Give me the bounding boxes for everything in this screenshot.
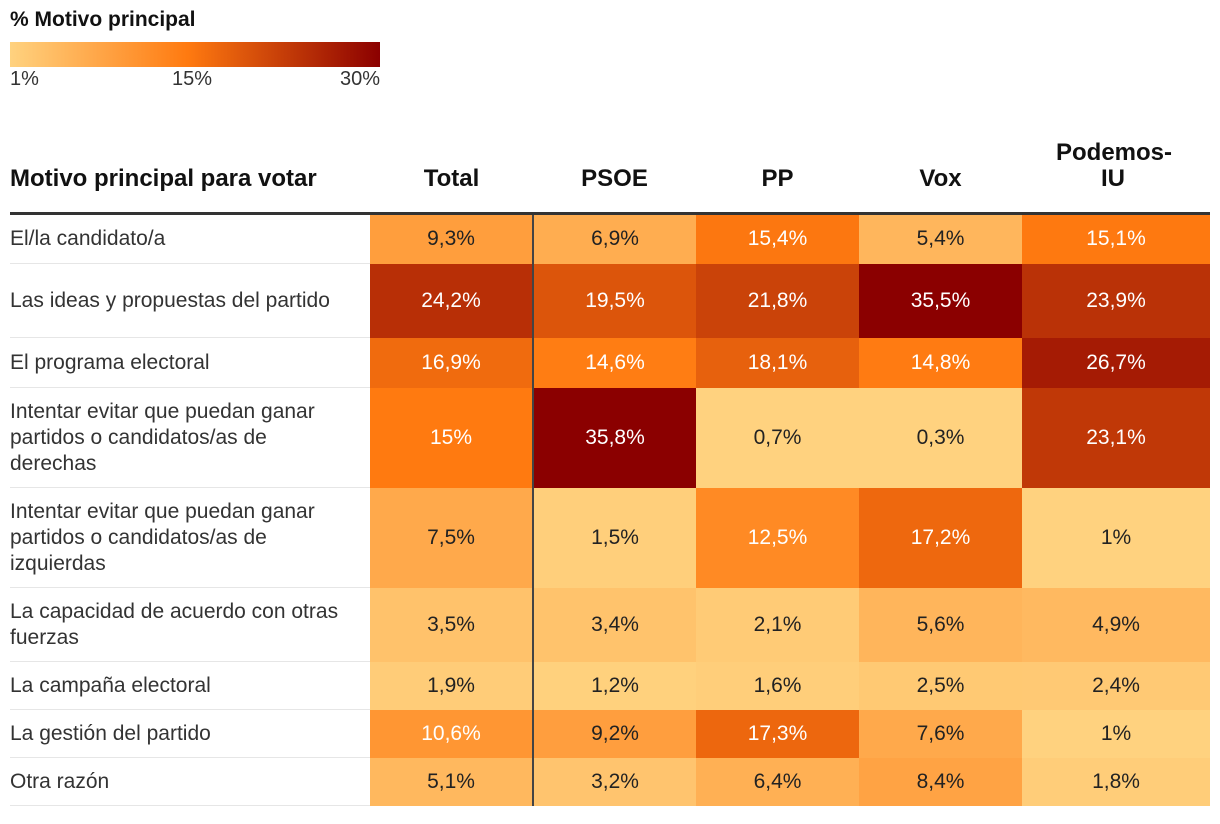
heatmap-cell: 5,4% <box>859 213 1022 264</box>
heatmap-cell: 18,1% <box>696 337 859 388</box>
heatmap-cell: 8,4% <box>859 757 1022 806</box>
heatmap-cell: 3,2% <box>533 757 696 806</box>
legend-title: % Motivo principal <box>10 8 196 31</box>
heatmap-body: El/la candidato/a 9,3% 6,9% 15,4% 5,4% 15,1% L… <box>10 213 1210 806</box>
heatmap-cell: 1,9% <box>370 661 534 710</box>
heatmap-cell: 2,1% <box>696 587 859 662</box>
row-label: Intentar evitar que puedan ganar partido… <box>10 387 370 488</box>
row-label: La campaña electoral <box>10 661 370 710</box>
heatmap-cell: 4,9% <box>1022 587 1210 662</box>
heatmap-cell: 1,6% <box>696 661 859 710</box>
heatmap-cell: 21,8% <box>696 263 859 338</box>
row-label: Intentar evitar que puedan ganar partido… <box>10 487 370 588</box>
heatmap-cell: 17,2% <box>859 487 1022 588</box>
heatmap-cell: 5,1% <box>370 757 534 806</box>
table-row: Otra razón 5,1% 3,2% 6,4% 8,4% 1,8% <box>10 757 1210 806</box>
column-header-pp: PP <box>761 165 794 192</box>
heatmap-cell: 23,9% <box>1022 263 1210 338</box>
heatmap-cell: 19,5% <box>533 263 696 338</box>
column-header-total: Total <box>423 165 480 192</box>
heatmap-cell: 24,2% <box>370 263 534 338</box>
heatmap-cell: 2,4% <box>1022 661 1210 710</box>
row-label: El/la candidato/a <box>10 213 370 264</box>
column-header-psoe: PSOE <box>581 165 648 192</box>
legend-tick-min: 1% <box>10 68 39 90</box>
heatmap-cell: 0,7% <box>696 387 859 488</box>
heatmap-cell: 14,8% <box>859 337 1022 388</box>
table-row: La campaña electoral 1,9% 1,2% 1,6% 2,5% 2,4% <box>10 661 1210 710</box>
heatmap-cell: 1,8% <box>1022 757 1210 806</box>
table-row: La capacidad de acuerdo con otras fuerza… <box>10 587 1210 662</box>
heatmap-cell: 7,5% <box>370 487 534 588</box>
row-header-title: Motivo principal para votar <box>10 165 317 192</box>
heatmap-cell: 3,5% <box>370 587 534 662</box>
heatmap-table: Motivo principal para votar Total PSOE P… <box>10 140 1210 806</box>
table-row: El/la candidato/a 9,3% 6,9% 15,4% 5,4% 15,1% <box>10 213 1210 264</box>
heatmap-cell: 2,5% <box>859 661 1022 710</box>
legend-ticks: 1% 15% 30% <box>10 67 382 91</box>
heatmap-cell: 6,9% <box>533 213 696 264</box>
table-row: El programa electoral 16,9% 14,6% 18,1% 14,8… <box>10 337 1210 388</box>
heatmap-cell: 9,2% <box>533 709 696 758</box>
row-label: La capacidad de acuerdo con otras fuerza… <box>10 587 370 662</box>
table-row: Intentar evitar que puedan ganar partido… <box>10 487 1210 588</box>
heatmap-cell: 35,8% <box>533 387 696 488</box>
color-legend: % Motivo principal 1% 15% 30% <box>10 6 382 91</box>
column-header-podemos-iu: Podemos-IU <box>1056 139 1173 192</box>
row-label: Las ideas y propuestas del partido <box>10 263 370 338</box>
column-header-vox: Vox <box>919 165 962 192</box>
heatmap-cell: 9,3% <box>370 213 534 264</box>
heatmap-cell: 12,5% <box>696 487 859 588</box>
heatmap-cell: 14,6% <box>533 337 696 388</box>
heatmap-cell: 0,3% <box>859 387 1022 488</box>
legend-gradient-bar <box>10 42 380 67</box>
heatmap-cell: 15,1% <box>1022 213 1210 264</box>
row-label: El programa electoral <box>10 337 370 388</box>
table-row: Las ideas y propuestas del partido 24,2% 1… <box>10 263 1210 338</box>
heatmap-cell: 15% <box>370 387 534 488</box>
header-row: Motivo principal para votar Total PSOE P… <box>10 140 1210 214</box>
heatmap-cell: 1,5% <box>533 487 696 588</box>
legend-tick-mid: 15% <box>172 68 213 90</box>
heatmap-cell: 1% <box>1022 709 1210 758</box>
heatmap-cell: 7,6% <box>859 709 1022 758</box>
heatmap-cell: 15,4% <box>696 213 859 264</box>
legend-tick-max: 30% <box>339 68 380 90</box>
heatmap-cell: 35,5% <box>859 263 1022 338</box>
heatmap-cell: 1% <box>1022 487 1210 588</box>
heatmap-cell: 5,6% <box>859 587 1022 662</box>
heatmap-cell: 6,4% <box>696 757 859 806</box>
heatmap-cell: 26,7% <box>1022 337 1210 388</box>
heatmap-cell: 16,9% <box>370 337 534 388</box>
heatmap-cell: 10,6% <box>370 709 534 758</box>
table-row: La gestión del partido 10,6% 9,2% 17,3% 7,6%… <box>10 709 1210 758</box>
table-row: Intentar evitar que puedan ganar partido… <box>10 387 1210 488</box>
heatmap-cell: 23,1% <box>1022 387 1210 488</box>
row-label: La gestión del partido <box>10 709 370 758</box>
heatmap-cell: 3,4% <box>533 587 696 662</box>
heatmap-cell: 1,2% <box>533 661 696 710</box>
row-label: Otra razón <box>10 757 370 806</box>
heatmap-cell: 17,3% <box>696 709 859 758</box>
